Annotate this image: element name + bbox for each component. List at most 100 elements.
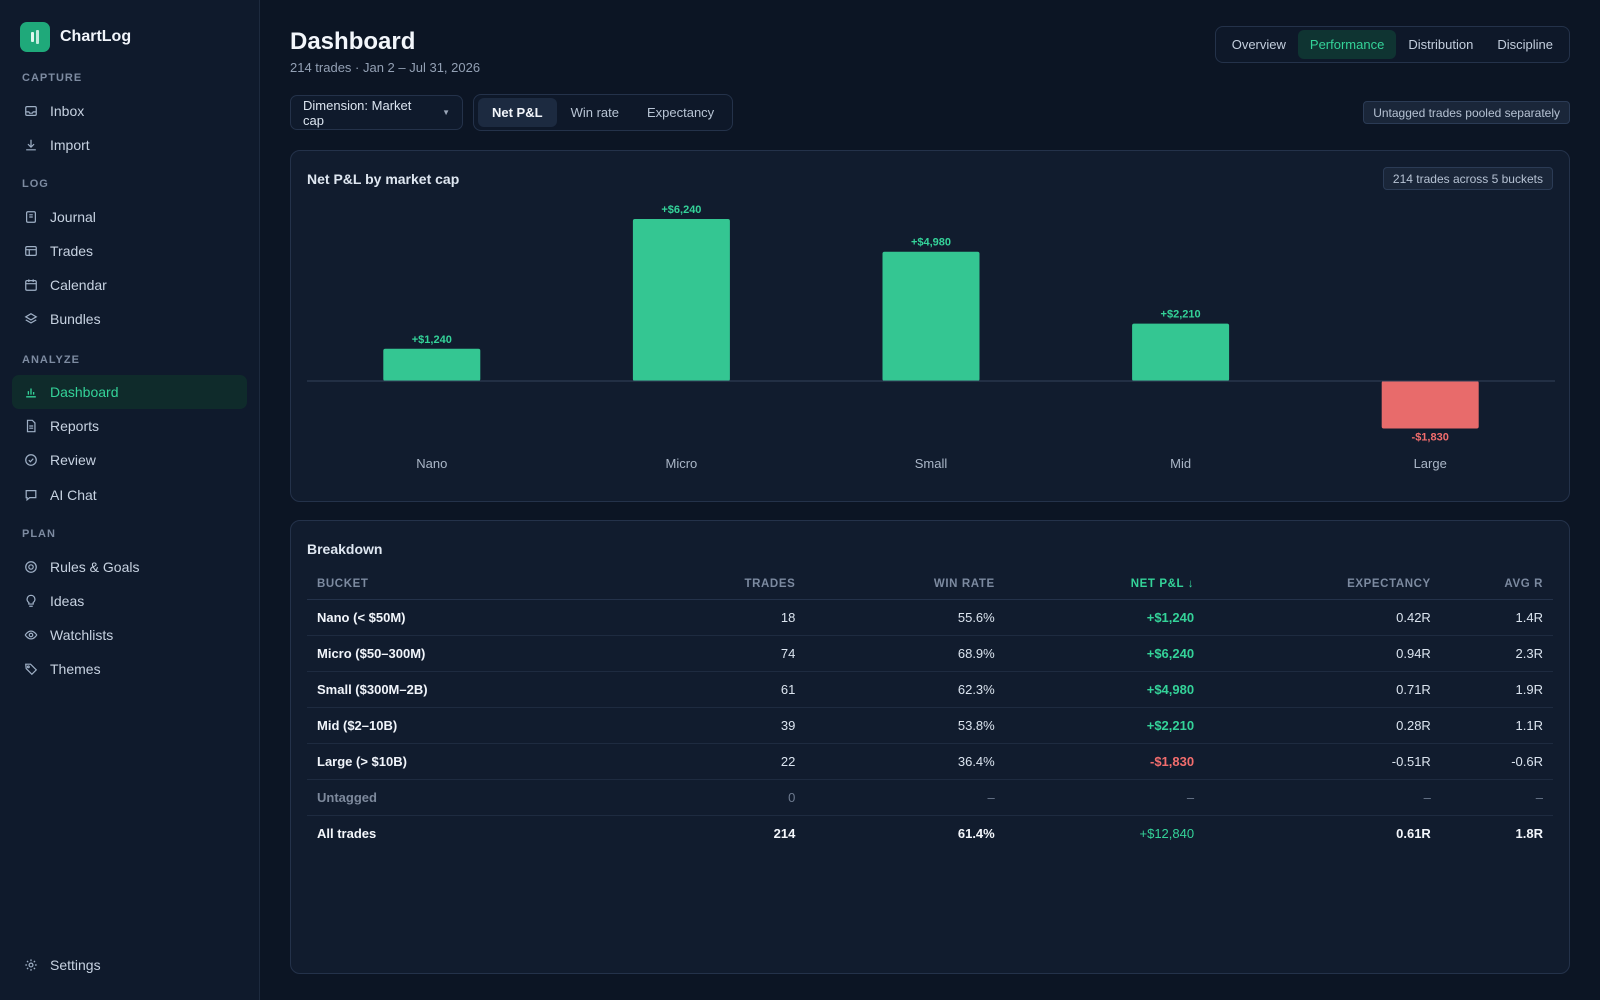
- chart-category-label: Nano: [416, 456, 447, 471]
- cell-win-rate: 61.4%: [957, 825, 995, 841]
- cell-avg-r: 2.3R: [1440, 635, 1553, 672]
- sidebar-item-themes[interactable]: Themes: [12, 652, 247, 686]
- sidebar-item-review[interactable]: Review: [12, 443, 247, 477]
- chart-bar[interactable]: [383, 348, 481, 381]
- sidebar-item-label: Ideas: [50, 593, 85, 609]
- sidebar-item-dashboard[interactable]: Dashboard: [12, 375, 247, 409]
- sidebar-item-inbox[interactable]: Inbox: [12, 94, 247, 128]
- sidebar-item-settings[interactable]: Settings: [12, 948, 247, 982]
- cell-trades: 61: [668, 671, 806, 708]
- dimension-label: Dimension: Market cap: [303, 97, 412, 128]
- cell-expectancy: 0.42R: [1204, 599, 1441, 636]
- cell-win-rate: –: [805, 779, 1005, 816]
- breakdown-title: Breakdown: [307, 541, 383, 557]
- gear-icon: [25, 959, 37, 971]
- cell-win-rate: 36.4%: [805, 743, 1005, 780]
- chart-value-label: -$1,830: [1412, 432, 1449, 444]
- sidebar-item-ideas[interactable]: Ideas: [12, 584, 247, 618]
- table-row[interactable]: Nano (< $50M) 18 55.6% +$1,240 0.42R 1.4R: [307, 599, 1553, 636]
- tab-overview[interactable]: Overview: [1231, 37, 1286, 52]
- chart-category-label: Small: [915, 456, 948, 471]
- table-row[interactable]: Mid ($2–10B) 39 53.8% +$2,210 0.28R 1.1R: [307, 707, 1553, 744]
- chart-category-label: Micro: [666, 456, 698, 471]
- layers-icon: [24, 313, 38, 324]
- chart-note-badge: 214 trades across 5 buckets: [1382, 167, 1553, 190]
- inbox-icon: [25, 106, 37, 116]
- untagged-note-badge: Untagged trades pooled separately: [1363, 101, 1570, 124]
- col-trades[interactable]: TRADES: [668, 569, 806, 600]
- metric-win-rate[interactable]: Win rate: [570, 105, 619, 120]
- cell-trades: 214: [773, 825, 796, 841]
- sidebar-item-label: Bundles: [50, 311, 101, 327]
- check-circle-icon: [25, 454, 37, 466]
- chart-bar[interactable]: [882, 251, 980, 381]
- download-icon: [26, 139, 36, 151]
- table-row[interactable]: Untagged 0– – – –: [307, 779, 1553, 816]
- chart-value-label: +$1,240: [412, 334, 452, 346]
- table-row[interactable]: Large (> $10B) 22 36.4% -$1,830 -0.51R -0.6R: [307, 743, 1553, 780]
- chat-icon: [25, 490, 37, 502]
- col-bucket[interactable]: BUCKET: [307, 569, 669, 600]
- tab-discipline[interactable]: Discipline: [1497, 37, 1553, 52]
- nav-section-capture: CAPTURE: [22, 72, 83, 84]
- cell-bucket: Micro ($50–300M): [307, 635, 669, 672]
- chart-bar[interactable]: [1381, 381, 1479, 429]
- chart-category-label: Mid: [1170, 456, 1191, 471]
- view-tabs: Overview Performance Distribution Discip…: [1214, 26, 1570, 63]
- metric-expectancy[interactable]: Expectancy: [646, 105, 715, 120]
- app-logo-icon: [20, 22, 50, 52]
- calendar-icon: [25, 279, 37, 291]
- chart-bar[interactable]: [1132, 323, 1230, 381]
- table-header-row: BUCKET TRADES WIN RATE NET P&L ↓ EXPECTA…: [307, 569, 1553, 600]
- sidebar-item-reports[interactable]: Reports: [12, 409, 247, 443]
- cell-net-pnl: +$12,840: [1139, 825, 1195, 841]
- cell-avg-r: -0.6R: [1440, 743, 1553, 780]
- nav-section-analyze: ANALYZE: [22, 354, 80, 366]
- brand[interactable]: ChartLog: [20, 22, 131, 52]
- col-win-rate[interactable]: WIN RATE: [805, 569, 1005, 600]
- sidebar-item-label: Rules & Goals: [50, 559, 140, 575]
- col-expectancy[interactable]: EXPECTANCY: [1204, 569, 1441, 600]
- page-title: Dashboard: [290, 28, 416, 55]
- cell-win-rate: 68.9%: [805, 635, 1005, 672]
- nav-section-log: LOG: [22, 178, 49, 190]
- table-row[interactable]: Micro ($50–300M) 74 68.9% +$6,240 0.94R 2.3R: [307, 635, 1553, 672]
- chart-value-label: +$2,210: [1161, 309, 1201, 321]
- sidebar-item-calendar[interactable]: Calendar: [12, 268, 247, 302]
- col-net-pnl[interactable]: NET P&L ↓: [1004, 569, 1205, 600]
- cell-win-rate: 53.8%: [805, 707, 1005, 744]
- tab-distribution[interactable]: Distribution: [1408, 37, 1474, 52]
- cell-net-pnl: +$6,240: [1004, 635, 1205, 672]
- sidebar-item-bundles[interactable]: Bundles: [12, 302, 247, 336]
- tab-performance[interactable]: Performance: [1297, 30, 1397, 59]
- cell-trades: 18: [668, 599, 806, 636]
- cell-avg-r: –: [1440, 779, 1553, 816]
- sidebar-item-rules-goals[interactable]: Rules & Goals: [12, 550, 247, 584]
- sidebar-item-trades[interactable]: Trades: [12, 234, 247, 268]
- breakdown-table: BUCKET TRADES WIN RATE NET P&L ↓ EXPECTA…: [307, 569, 1553, 851]
- sidebar: ChartLog CAPTURE Inbox Import LOG Journa…: [0, 0, 260, 1000]
- dimension-select[interactable]: Dimension: Market cap ▼: [290, 95, 463, 130]
- cell-bucket: Small ($300M–2B): [307, 671, 669, 708]
- bar-chart-icon: [26, 388, 36, 398]
- table-icon: [25, 246, 37, 256]
- sidebar-item-watchlists[interactable]: Watchlists: [12, 618, 247, 652]
- chart-value-label: +$6,240: [661, 204, 701, 216]
- sidebar-item-import[interactable]: Import: [12, 128, 247, 162]
- metric-net-pnl[interactable]: Net P&L: [478, 98, 557, 127]
- col-avg-r[interactable]: AVG R: [1440, 569, 1553, 600]
- sidebar-item-ai-chat[interactable]: AI Chat: [12, 478, 247, 512]
- table-total-row[interactable]: All trades 214 61.4% +$12,840 0.61R 1.8R: [307, 815, 1553, 851]
- sidebar-item-journal[interactable]: Journal: [12, 200, 247, 234]
- sidebar-item-label: Reports: [50, 418, 100, 434]
- chart-svg: +$1,240 Nano +$6,240 Micro +$4,980 Small +$2,2…: [307, 204, 1555, 471]
- chart-bar[interactable]: [632, 219, 730, 381]
- cell-net-pnl: -$1,830: [1004, 743, 1205, 780]
- notebook-icon: [26, 211, 36, 223]
- chart-title: Net P&L by market cap: [307, 171, 460, 187]
- sidebar-item-label: Dashboard: [50, 384, 119, 400]
- sidebar-item-label: Review: [50, 452, 96, 468]
- table-row[interactable]: Small ($300M–2B) 61 62.3% +$4,980 0.71R 1.9R: [307, 671, 1553, 708]
- sidebar-item-label: Inbox: [50, 103, 85, 119]
- cell-expectancy: 0.71R: [1204, 671, 1441, 708]
